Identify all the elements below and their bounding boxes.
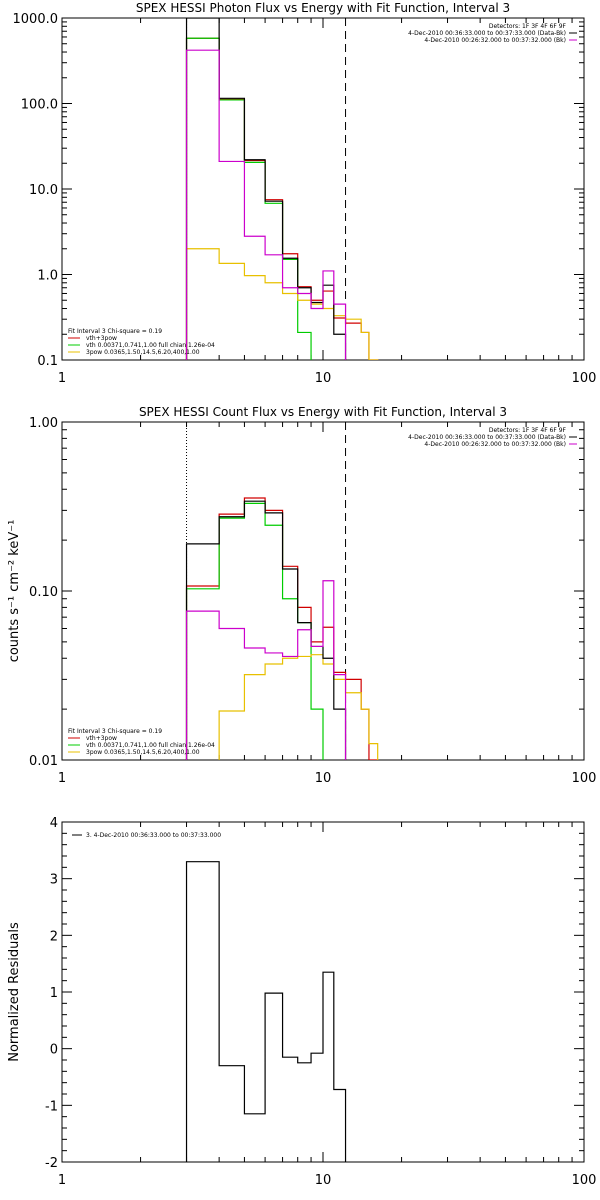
y-tick-label: -1 — [45, 1099, 58, 1114]
y-tick-label: 2 — [50, 929, 58, 944]
info-line: Detectors: 1F 3F 4F 6F 9F — [489, 427, 567, 434]
y-tick-label: 1 — [50, 986, 58, 1001]
legend-label: vth+3pow — [86, 735, 117, 742]
plot-area — [185, 861, 347, 1162]
legend-label: 3. 4-Dec-2010 00:36:33.000 to 00:37:33.0… — [86, 832, 221, 839]
y-tick-label: 4 — [50, 816, 58, 831]
x-tick-label: 100 — [572, 1173, 597, 1188]
legend-label: vth+3pow — [86, 335, 117, 342]
legend-label: 3pow 0.0365,1.50,14.5,6.20,400,1.00 — [86, 749, 200, 756]
y-tick-label: 1.00 — [29, 416, 58, 431]
x-tick-label: 1 — [58, 771, 66, 786]
legend-label: Fit Interval 3 Chi-square = 0.19 — [68, 728, 162, 735]
x-tick-label: 1 — [58, 371, 66, 386]
y-axis-label: counts s⁻¹ cm⁻² keV⁻¹ — [7, 520, 22, 663]
info-line: 4-Dec-2010 00:26:32.000 to 00:37:32.000 … — [424, 441, 566, 448]
y-tick-label: 10.0 — [29, 183, 58, 198]
y-tick-label: 0.1 — [37, 354, 58, 369]
chart-panel-2: SPEX HESSI Count Flux vs Energy with Fit… — [7, 405, 597, 786]
y-tick-label: -2 — [45, 1156, 58, 1171]
y-tick-label: 1000.0 — [13, 12, 59, 27]
series-3-line — [185, 861, 347, 1162]
x-tick-label: 10 — [315, 771, 332, 786]
plot-area — [185, 422, 379, 760]
info-line: 4-Dec-2010 00:26:32.000 to 00:37:32.000 … — [424, 37, 566, 44]
x-axis: 1 10 100 — [58, 822, 597, 1188]
info-line: Detectors: 1F 3F 4F 6F 9F — [489, 23, 567, 30]
x-tick-label: 10 — [315, 1173, 332, 1188]
plot-area — [185, 18, 379, 360]
y-tick-label: 100.0 — [21, 98, 58, 113]
legend-label: vth 0.00371,0.741,1.00 full chian 1.26e-… — [86, 742, 215, 749]
chart-panel-1: SPEX HESSI Photon Flux vs Energy with Fi… — [13, 1, 597, 386]
series-3pow-line — [218, 654, 379, 760]
y-axis: 1.00 0.10 0.01 — [29, 416, 584, 769]
y-tick-label: 1.0 — [37, 269, 58, 284]
legend-label: 3pow 0.0365,1.50,14.5,6.20,400,1.00 — [86, 349, 200, 356]
series-bk-line — [185, 580, 347, 760]
chart-title: SPEX HESSI Photon Flux vs Energy with Fi… — [136, 1, 510, 15]
y-tick-label: 0.10 — [29, 585, 58, 600]
y-axis-label: Normalized Residuals — [7, 922, 22, 1062]
info-line: 4-Dec-2010 00:36:33.000 to 00:37:33.000 … — [408, 30, 566, 37]
y-tick-label: 0 — [50, 1043, 58, 1058]
y-tick-label: 3 — [50, 873, 58, 888]
y-axis: 1000.0 100.0 10.0 1.0 0.1 — [13, 12, 584, 369]
y-axis: 4 3 2 1 0 -1 -2 — [45, 816, 584, 1171]
series-bk-line — [185, 49, 347, 360]
x-tick-label: 100 — [572, 771, 597, 786]
x-tick-label: 10 — [315, 371, 332, 386]
legend-label: Fit Interval 3 Chi-square = 0.19 — [68, 328, 162, 335]
chart-title: SPEX HESSI Count Flux vs Energy with Fit… — [139, 405, 507, 419]
x-tick-label: 1 — [58, 1173, 66, 1188]
y-tick-label: 0.01 — [29, 754, 58, 769]
legend-label: vth 0.00371,0.741,1.00 full chian 1.26e-… — [86, 342, 215, 349]
series-vth-line — [185, 37, 312, 360]
x-axis: 1 10 100 — [58, 18, 597, 386]
x-tick-label: 100 — [572, 371, 597, 386]
series-data-line — [185, 18, 347, 360]
info-line: 4-Dec-2010 00:36:33.000 to 00:37:33.000 … — [408, 434, 566, 441]
